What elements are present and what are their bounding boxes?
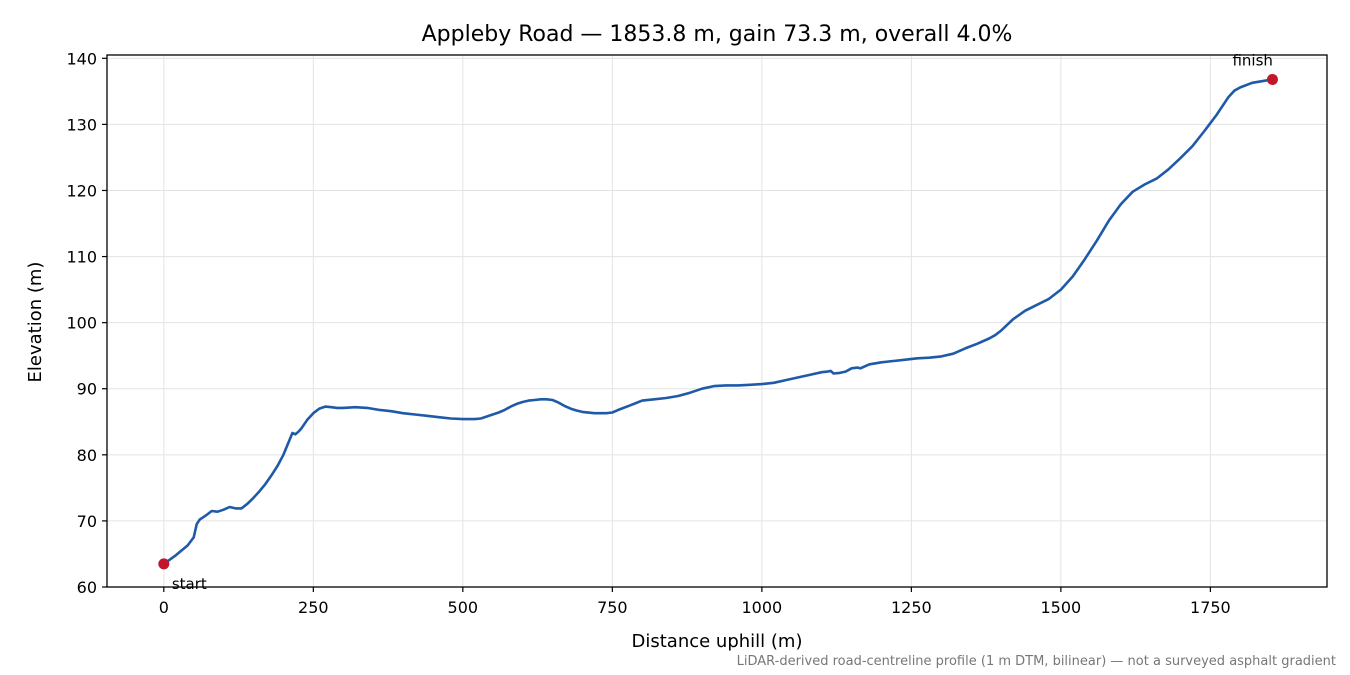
annotation-start: start: [172, 575, 207, 593]
endpoint-marker-start: [158, 558, 170, 570]
y-tick-label: 70: [77, 512, 97, 531]
tick-layer: 0 250 500 750 1000 1250 1500 1750 60 70 80 90 100 110…: [66, 49, 1230, 617]
x-tick-label: 1000: [741, 598, 782, 617]
x-tick-label: 750: [597, 598, 628, 617]
footnote: LiDAR-derived road-centreline profile (1…: [737, 654, 1336, 669]
annotation-finish: finish: [1232, 51, 1272, 69]
marker-layer: start finish: [158, 51, 1278, 593]
y-tick-label: 100: [66, 314, 97, 333]
x-tick-label: 500: [448, 598, 479, 617]
y-tick-label: 90: [77, 380, 97, 399]
x-tick-label: 0: [159, 598, 169, 617]
y-tick-label: 130: [66, 115, 97, 134]
x-tick-label: 1250: [891, 598, 932, 617]
series-layer: [162, 78, 1274, 566]
plot-frame: [106, 54, 1328, 588]
x-tick-label: 1500: [1041, 598, 1082, 617]
x-tick-label: 1750: [1190, 598, 1231, 617]
y-tick-label: 140: [66, 49, 97, 68]
grid-layer: [107, 55, 1327, 588]
y-tick-label: 120: [66, 181, 97, 200]
endpoint-marker-finish: [1266, 73, 1278, 85]
elevation-profile-line: [162, 78, 1274, 566]
x-tick-label: 250: [298, 598, 329, 617]
y-axis-label: Elevation (m): [25, 262, 46, 383]
y-tick-label: 60: [77, 578, 97, 597]
chart-title: Appleby Road — 1853.8 m, gain 73.3 m, ov…: [422, 22, 1013, 47]
y-tick-label: 110: [66, 248, 97, 267]
y-tick-label: 80: [77, 446, 97, 465]
x-axis-label: Distance uphill (m): [632, 631, 803, 652]
